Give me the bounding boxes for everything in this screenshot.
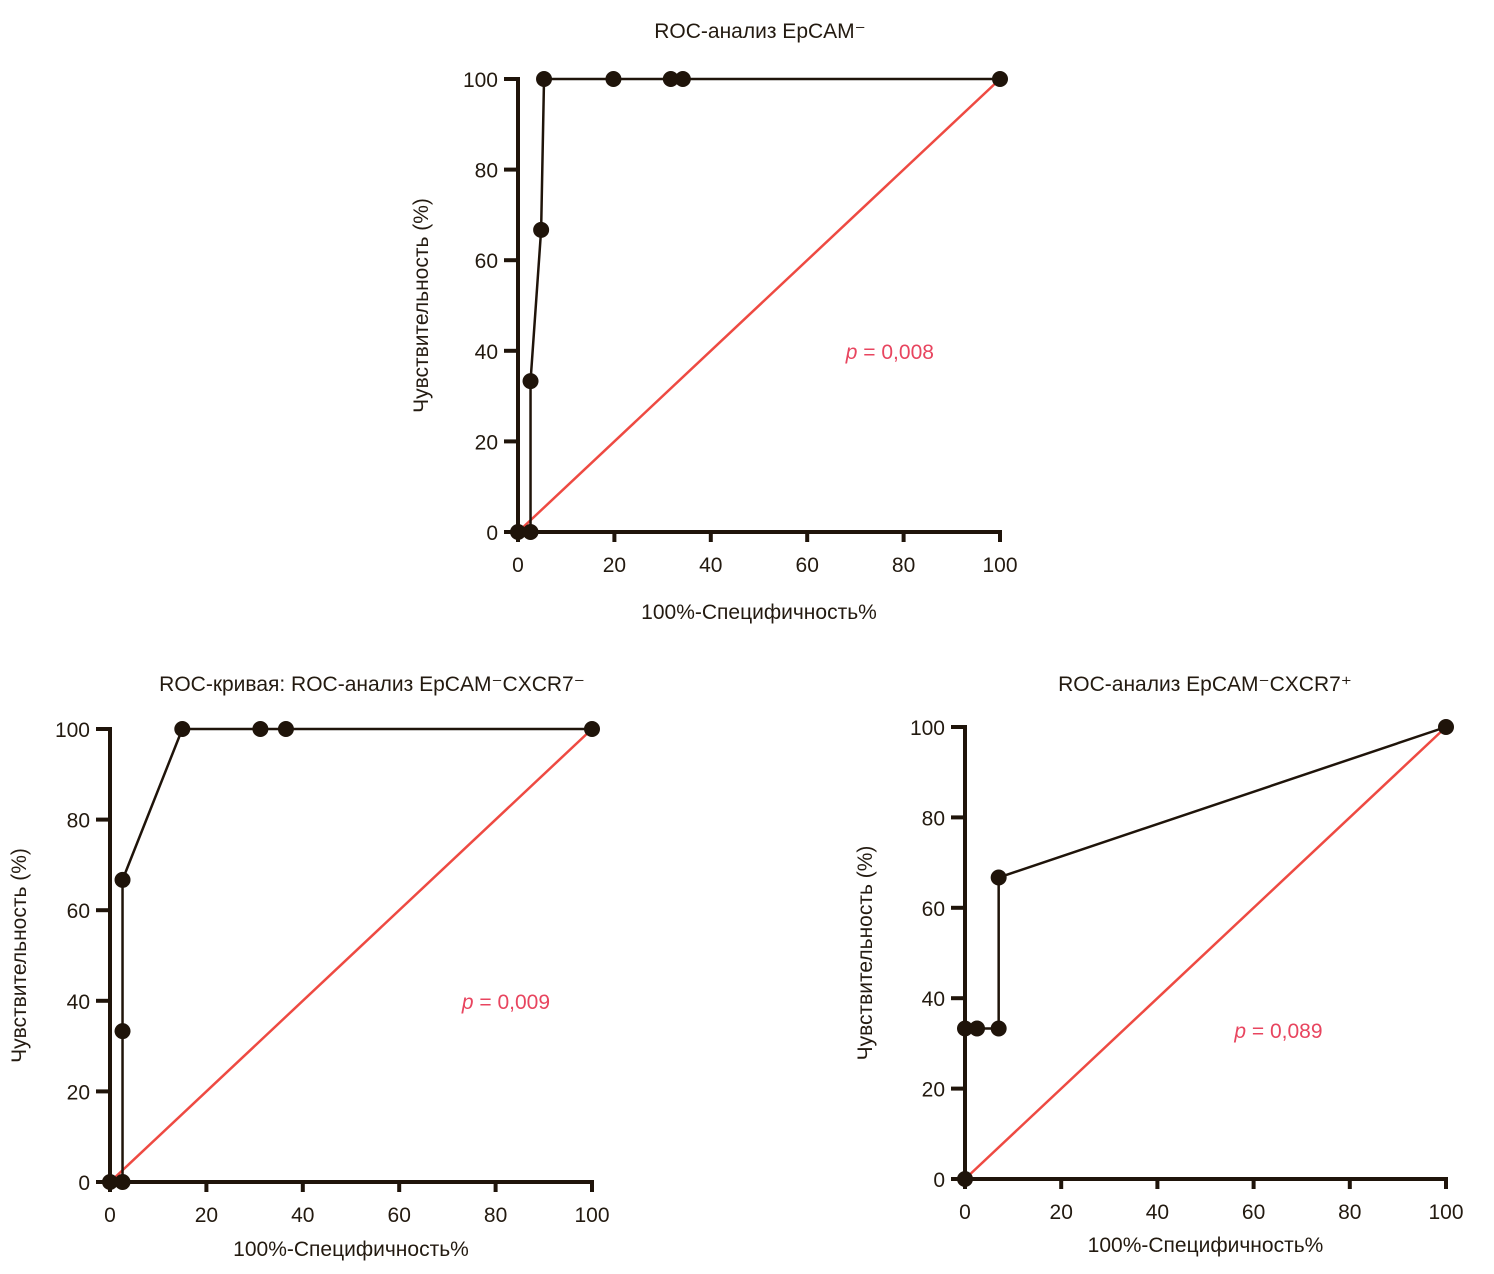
chart-bottom-right-p-symbol: p (1233, 1020, 1246, 1043)
chart-bottom-right-y-tick-label: 40 (922, 988, 945, 1011)
chart-top-x-tick-label: 100 (982, 554, 1017, 577)
chart-top-data-point (992, 71, 1008, 87)
chart-bottom-right-x-tick-label: 40 (1146, 1201, 1169, 1224)
chart-top-title: ROC-анализ EpCAM⁻ (654, 20, 866, 43)
chart-bottom-left-y-tick-label: 0 (78, 1172, 90, 1195)
chart-bottom-left-title: ROC-кривая: ROC-анализ EpCAM⁻CXCR7⁻ (159, 673, 585, 696)
chart-bottom-right-data-point (969, 1020, 986, 1037)
chart-bottom-left-p-value-label: p = 0,009 (461, 991, 550, 1014)
chart-top-data-point (510, 524, 526, 540)
chart-bottom-left-p-value: = 0,009 (474, 991, 550, 1014)
chart-bottom-left-x-tick-label: 40 (291, 1204, 314, 1227)
chart-bottom-right-y-tick-label: 100 (910, 717, 945, 740)
chart-bottom-left-x-tick-label: 0 (104, 1204, 116, 1227)
chart-top-reference-line (517, 78, 1001, 533)
chart-bottom-left-x-tick-label: 80 (484, 1204, 507, 1227)
chart-bottom-right-reference-line (964, 726, 1447, 1180)
chart-bottom-left-data-point (114, 1174, 131, 1190)
chart-bottom-left-data-point (114, 1023, 131, 1040)
chart-top-y-tick-label: 100 (463, 69, 498, 92)
chart-bottom-right-p-value: = 0,089 (1246, 1020, 1322, 1043)
chart-bottom-right-roc-curve (963, 725, 1447, 1179)
chart-top-y-tick-label: 40 (475, 341, 498, 364)
chart-bottom-left-y-tick-label: 20 (67, 1081, 90, 1104)
chart-bottom-left-x-axis-label: 100%-Специфичность% (233, 1238, 469, 1261)
chart-top-y-tick-label: 20 (475, 431, 498, 454)
chart-top-y-tick-label: 80 (475, 160, 498, 183)
chart-top-data-point (674, 71, 691, 87)
chart-bottom-left-data-point (277, 721, 294, 737)
chart-bottom-right-y-tick-label: 20 (922, 1079, 945, 1102)
chart-top-data-point (662, 71, 679, 87)
chart-bottom-left-x-tick-label: 20 (195, 1204, 218, 1227)
chart-bottom-right-x-tick-label: 0 (959, 1201, 971, 1224)
chart-bottom-left-data-point (584, 721, 600, 737)
chart-bottom-left-x-tick-label: 60 (388, 1204, 411, 1227)
chart-top-x-tick-label: 20 (603, 554, 626, 577)
chart-bottom-right-data-point (957, 1020, 973, 1037)
chart-bottom-right-y-tick-label: 80 (922, 807, 945, 830)
chart-bottom-right-y-tick-label: 0 (933, 1169, 945, 1192)
chart-bottom-right-x-tick-label: 80 (1338, 1201, 1361, 1224)
chart-bottom-left-data-point (174, 721, 191, 737)
chart-top-p-symbol: p (845, 341, 858, 364)
chart-bottom-right-title: ROC-анализ EpCAM⁻CXCR7⁺ (1058, 673, 1352, 696)
chart-top-data-point (605, 71, 622, 87)
chart-bottom-right-data-point (990, 869, 1007, 886)
chart-bottom-right-x-tick-label: 100 (1428, 1201, 1463, 1224)
chart-bottom-right-data-point (957, 1171, 973, 1187)
chart-bottom-left-y-tick-label: 80 (67, 810, 90, 833)
chart-bottom-left-reference-line (109, 728, 593, 1183)
chart-bottom-left-data-point (114, 871, 131, 888)
chart-bottom-right-y-axis-label: Чувствительность (%) (854, 846, 877, 1061)
chart-bottom-left-y-tick-label: 100 (55, 719, 90, 742)
chart-bottom-left-data-point (102, 1174, 118, 1190)
chart-top-data-point (522, 373, 539, 390)
chart-top-y-axis-label: Чувствительность (%) (410, 198, 433, 413)
chart-top-x-tick-label: 60 (796, 554, 819, 577)
chart-top-x-tick-label: 40 (699, 554, 722, 577)
chart-bottom-right-y-tick-label: 60 (922, 898, 945, 921)
chart-top-data-point (536, 71, 553, 87)
chart-bottom-left-y-tick-label: 60 (67, 900, 90, 923)
chart-top-y-tick-label: 60 (475, 250, 498, 273)
chart-top-x-tick-label: 0 (512, 554, 524, 577)
chart-bottom-left-p-symbol: p (461, 991, 474, 1014)
chart-bottom-right-x-tick-label: 20 (1050, 1201, 1073, 1224)
chart-bottom-right-data-point (1438, 719, 1454, 735)
chart-top-y-tick-label: 0 (486, 522, 498, 545)
chart-top-data-point (522, 524, 539, 540)
chart-top-p-value: = 0,008 (857, 341, 933, 364)
chart-top-x-tick-label: 80 (892, 554, 915, 577)
chart-bottom-right-x-axis-label: 100%-Специфичность% (1088, 1234, 1324, 1257)
chart-top-data-point (533, 221, 550, 238)
chart-bottom-right-p-value-label: p = 0,089 (1233, 1020, 1322, 1043)
chart-bottom-left-y-axis-label: Чувствительность (%) (8, 848, 31, 1063)
chart-top-p-value-label: p = 0,008 (845, 341, 934, 364)
chart-bottom-right-x-tick-label: 60 (1242, 1201, 1265, 1224)
chart-bottom-left-x-tick-label: 100 (574, 1204, 609, 1227)
chart-top-x-axis-label: 100%-Специфичность% (641, 601, 877, 624)
chart-bottom-left-y-tick-label: 40 (67, 991, 90, 1014)
chart-bottom-right-data-point (990, 1020, 1007, 1037)
chart-bottom-left-data-point (252, 721, 269, 737)
